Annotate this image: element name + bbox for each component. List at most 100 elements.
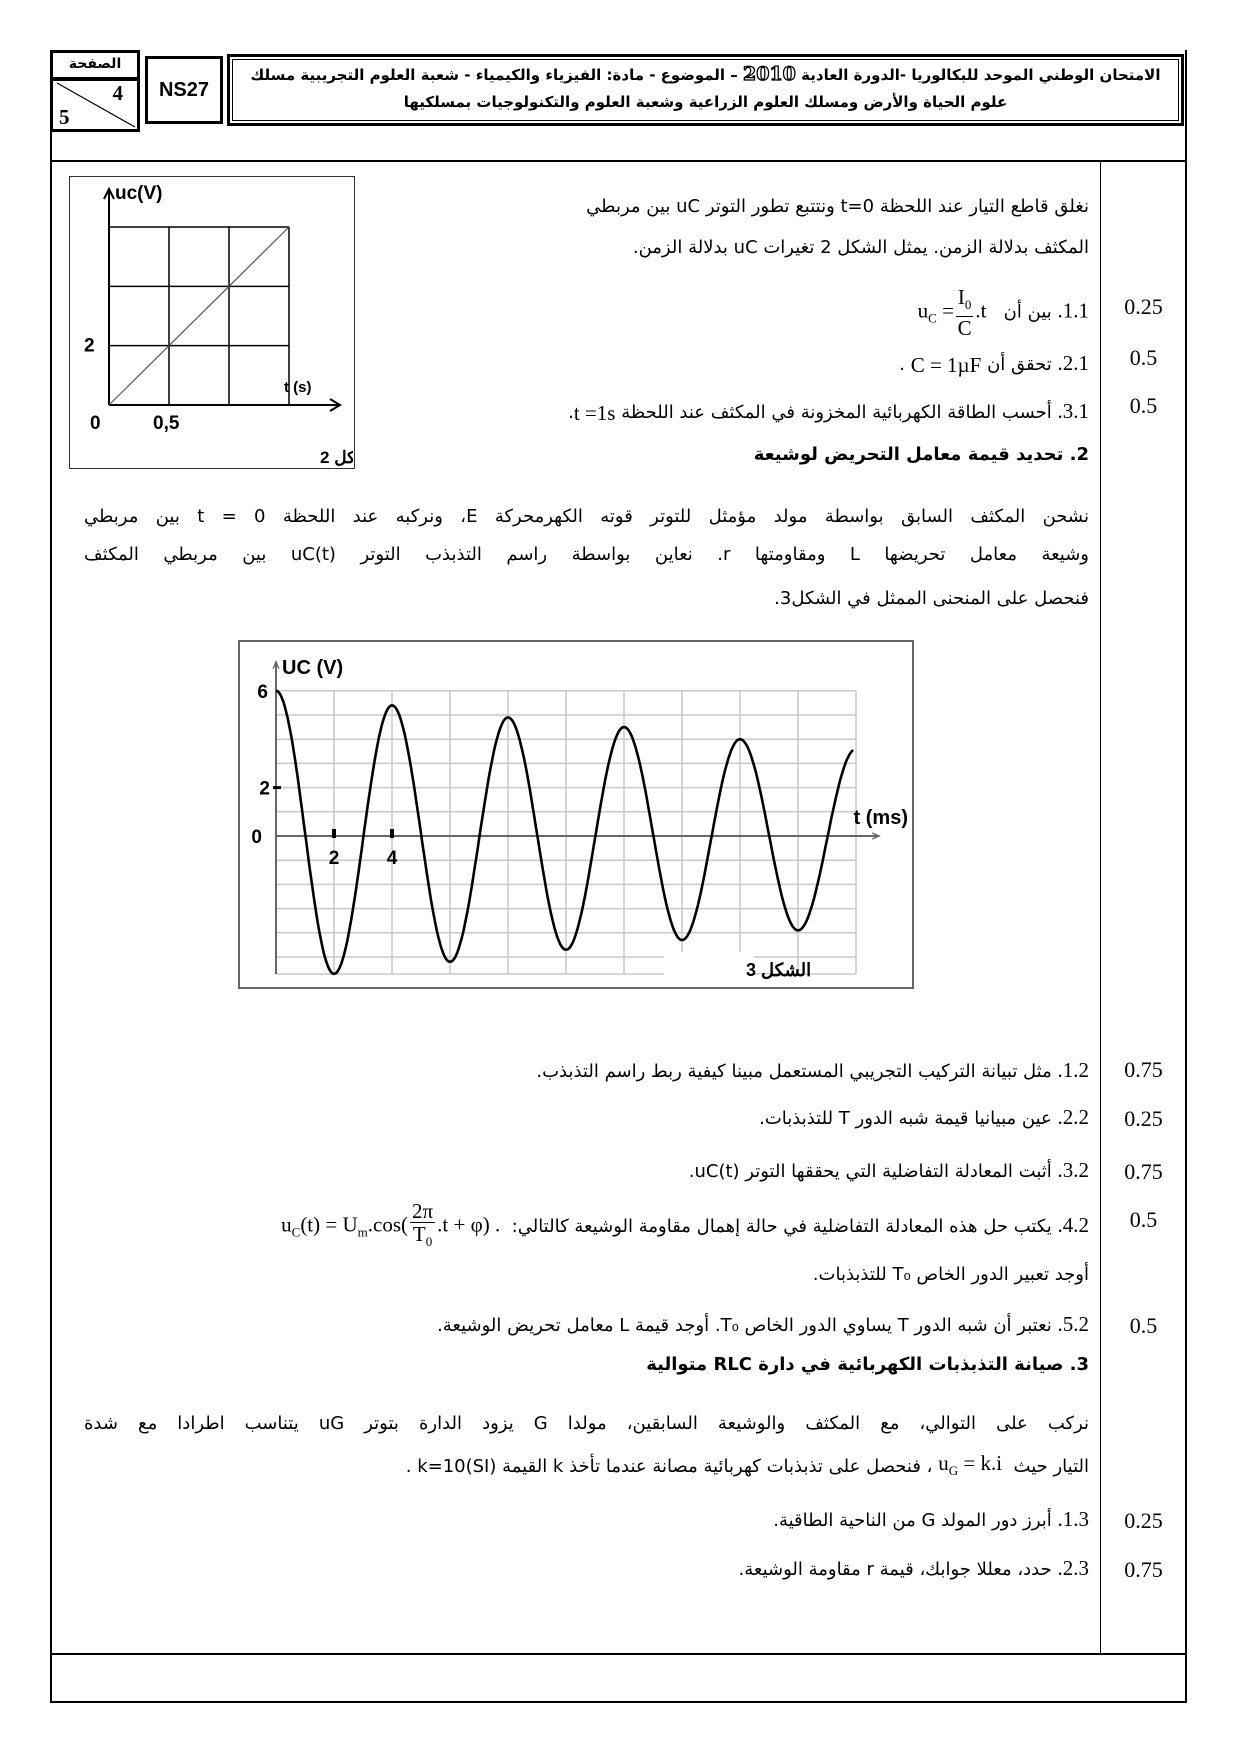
question-number: 2.2. xyxy=(1057,1105,1090,1129)
y-tick-label: 2 xyxy=(84,336,95,357)
question-text: أبرز دور المولد G من الناحية الطاقية. xyxy=(773,1510,1052,1531)
x-axis-arrow-icon xyxy=(871,832,881,840)
formula-uc: uC = I0 C .t xyxy=(917,285,987,341)
score-1-2: 0.75 xyxy=(1124,1057,1163,1082)
page-divider-diagonal xyxy=(56,82,136,128)
formula-t: t =1s xyxy=(573,401,616,425)
section-2-heading: 2. تحديد قيمة معامل التحريض لوشيعة xyxy=(753,444,1089,465)
question-text: بين أن xyxy=(1003,301,1052,323)
x-axis-arrow-icon xyxy=(329,398,342,412)
question-number: 5.2. xyxy=(1057,1312,1090,1336)
punctuation: . xyxy=(568,402,574,423)
y-tick-label: 6 xyxy=(257,682,268,703)
y-axis-label: uc(V) xyxy=(115,183,163,204)
question-1-1: 1.1. بين أن uC = I0 C .t xyxy=(918,286,1089,339)
question-1-2: 1.2. مثل تبيانة التركيب التجريبي المستعم… xyxy=(536,1057,1089,1085)
score-column-rule xyxy=(1100,160,1101,1653)
score-1-3: 0.25 xyxy=(1124,1508,1163,1533)
figure-caption: الشكل 3 xyxy=(746,960,811,980)
y-tick-label: 2 xyxy=(259,779,270,800)
x-axis-label: t (ms) xyxy=(854,807,908,829)
exam-code: NS27 xyxy=(158,79,210,101)
score-2-3: 0.75 xyxy=(1124,1557,1163,1582)
y-axis-arrow-icon xyxy=(103,186,115,200)
question-number: 1.1. xyxy=(1057,298,1090,323)
question-text: أثبت المعادلة التفاضلية التي يحققها التو… xyxy=(688,1161,1052,1182)
question-4-2-continued: أوجد تعبير الدور الخاص T₀ للتذبذبات. xyxy=(812,1264,1089,1285)
page-number-box: 4 5 xyxy=(50,78,140,132)
text: التيار حيث xyxy=(1013,1456,1089,1478)
uc-curve xyxy=(275,689,855,976)
question-text: يكتب حل هذه المعادلة التفاضلية في حالة إ… xyxy=(511,1215,1052,1237)
page-label-box: الصفحة xyxy=(50,50,140,80)
figure-2: uc(V) t (s) 0 0,5 2 الشكل 2 xyxy=(69,176,382,469)
part2-line-2: وشيعة معامل تحريضها L ومقاومتها r. نعاين… xyxy=(84,544,1090,565)
page-number: 4 xyxy=(112,81,124,105)
exam-title-a: الامتحان الوطني الموحد للبكالوريا -الدور… xyxy=(801,66,1161,84)
question-number: 1.3. xyxy=(1057,1507,1090,1531)
figure-3-chart: 2 4 6 2 0 UC (V) t (ms) الشكل 3 xyxy=(251,657,908,984)
formula-uc-solution: uC(t) = Um.cos(2π T0 .t + φ) . xyxy=(281,1199,501,1250)
x-tick-label: 2 xyxy=(329,848,340,869)
question-5-2: 5.2. نعتبر أن شبه الدور T يساوي الدور ال… xyxy=(437,1311,1089,1339)
x-tick-label: 4 xyxy=(387,848,398,869)
question-text: حدد، معللا جوابك، قيمة r مقاومة الوشيعة. xyxy=(738,1559,1052,1580)
punctuation: . xyxy=(899,354,905,375)
x-tick-label: 0,5 xyxy=(153,413,180,434)
question-1-3: 1.3. أبرز دور المولد G من الناحية الطاقي… xyxy=(773,1506,1089,1534)
figure-caption: الشكل 2 xyxy=(320,448,353,467)
score-4-2: 0.5 xyxy=(1129,1207,1158,1232)
exam-title-line-2: علوم الحياة والأرض ومسلك العلوم الزراعية… xyxy=(403,93,1008,111)
caption-background xyxy=(664,952,754,984)
intro-line-2: المكثف بدلالة الزمن. يمثل الشكل 2 تغيرات… xyxy=(632,237,1089,258)
y-axis-arrow-icon xyxy=(272,660,280,670)
part2-line-3: فنحصل على المنحنى الممثل في الشكل3. xyxy=(774,588,1089,609)
score-3-1: 0.5 xyxy=(1129,393,1158,418)
formula-ug: uG = k.i xyxy=(938,1451,1003,1479)
question-text: تحقق أن xyxy=(987,354,1052,375)
question-text: عين مبيانيا قيمة شبه الدور T للتذبذبات. xyxy=(759,1108,1052,1129)
question-3-2: 3.2. أثبت المعادلة التفاضلية التي يحققها… xyxy=(689,1157,1089,1185)
footer-rule xyxy=(50,1653,1187,1655)
score-1-1: 0.25 xyxy=(1124,294,1163,319)
question-number: 1.2. xyxy=(1057,1058,1090,1082)
score-5-2: 0.5 xyxy=(1129,1313,1158,1338)
score-3-2: 0.75 xyxy=(1124,1159,1163,1184)
intro-line-1: نغلق قاطع التيار عند اللحظة t=0 ونتتبع ت… xyxy=(586,196,1089,217)
header-bottom-rule xyxy=(50,160,1187,162)
figure-2-chart: uc(V) t (s) 0 0,5 2 الشكل 2 xyxy=(84,183,382,467)
question-number: 3.2. xyxy=(1057,1158,1090,1182)
score-2-2: 0.25 xyxy=(1124,1106,1163,1131)
exam-code-box: NS27 xyxy=(145,56,223,124)
formula-c: C = 1µF xyxy=(910,353,982,377)
question-number: 3.1. xyxy=(1057,399,1090,423)
part3-line-1: نركب على التوالي، مع المكثف والوشيعة الس… xyxy=(84,1413,1090,1434)
question-number: 2.3. xyxy=(1057,1556,1090,1580)
score-2-1: 0.5 xyxy=(1129,345,1158,370)
page-border xyxy=(50,50,1187,1703)
figure-3: 2 4 6 2 0 UC (V) t (ms) الشكل 3 xyxy=(238,640,914,989)
question-2-2: 2.2. عين مبيانيا قيمة شبه الدور T للتذبذ… xyxy=(759,1104,1089,1132)
question-3-1: 3.1. أحسب الطاقة الكهربائية المخزونة في … xyxy=(568,398,1089,426)
page-total: 5 xyxy=(59,105,70,129)
exam-title-box: الامتحان الوطني الموحد للبكالوريا -الدور… xyxy=(227,54,1184,126)
text: ، فنحصل على تذبذبات كهربائية مصانة عندما… xyxy=(405,1456,933,1478)
part2-line-1: نشحن المكثف السابق بواسطة مولد مؤمثل للت… xyxy=(84,506,1089,527)
exam-title-b: – الموضوع - مادة: الفيزياء والكيمياء - ش… xyxy=(250,66,738,84)
exam-year: 2010 xyxy=(742,62,796,85)
y-tick-label: 0 xyxy=(251,827,262,848)
part3-line-2: التيار حيث uG = k.i ، فنحصل على تذبذبات … xyxy=(406,1450,1089,1484)
question-text: مثل تبيانة التركيب التجريبي المستعمل مبي… xyxy=(536,1061,1052,1082)
question-text: أحسب الطاقة الكهربائية المخزونة في المكث… xyxy=(621,402,1052,423)
data-line xyxy=(108,226,290,406)
question-2-1: 2.1. تحقق أن C = 1µF . xyxy=(899,350,1089,378)
page-label: الصفحة xyxy=(68,56,122,72)
section-3-heading: 3. صيانة التذبذبات الكهربائية في دارة RL… xyxy=(646,1354,1089,1375)
question-number: 4.2. xyxy=(1057,1212,1090,1237)
question-text: نعتبر أن شبه الدور T يساوي الدور الخاص T… xyxy=(437,1315,1052,1336)
x-axis-label: t (s) xyxy=(284,379,312,396)
question-number: 2.1. xyxy=(1057,351,1090,375)
question-4-2: 4.2. يكتب حل هذه المعادلة التفاضلية في ح… xyxy=(281,1200,1089,1254)
y-axis-label: UC (V) xyxy=(282,657,343,679)
exam-title-line-1: الامتحان الوطني الموحد للبكالوريا -الدور… xyxy=(230,62,1181,85)
